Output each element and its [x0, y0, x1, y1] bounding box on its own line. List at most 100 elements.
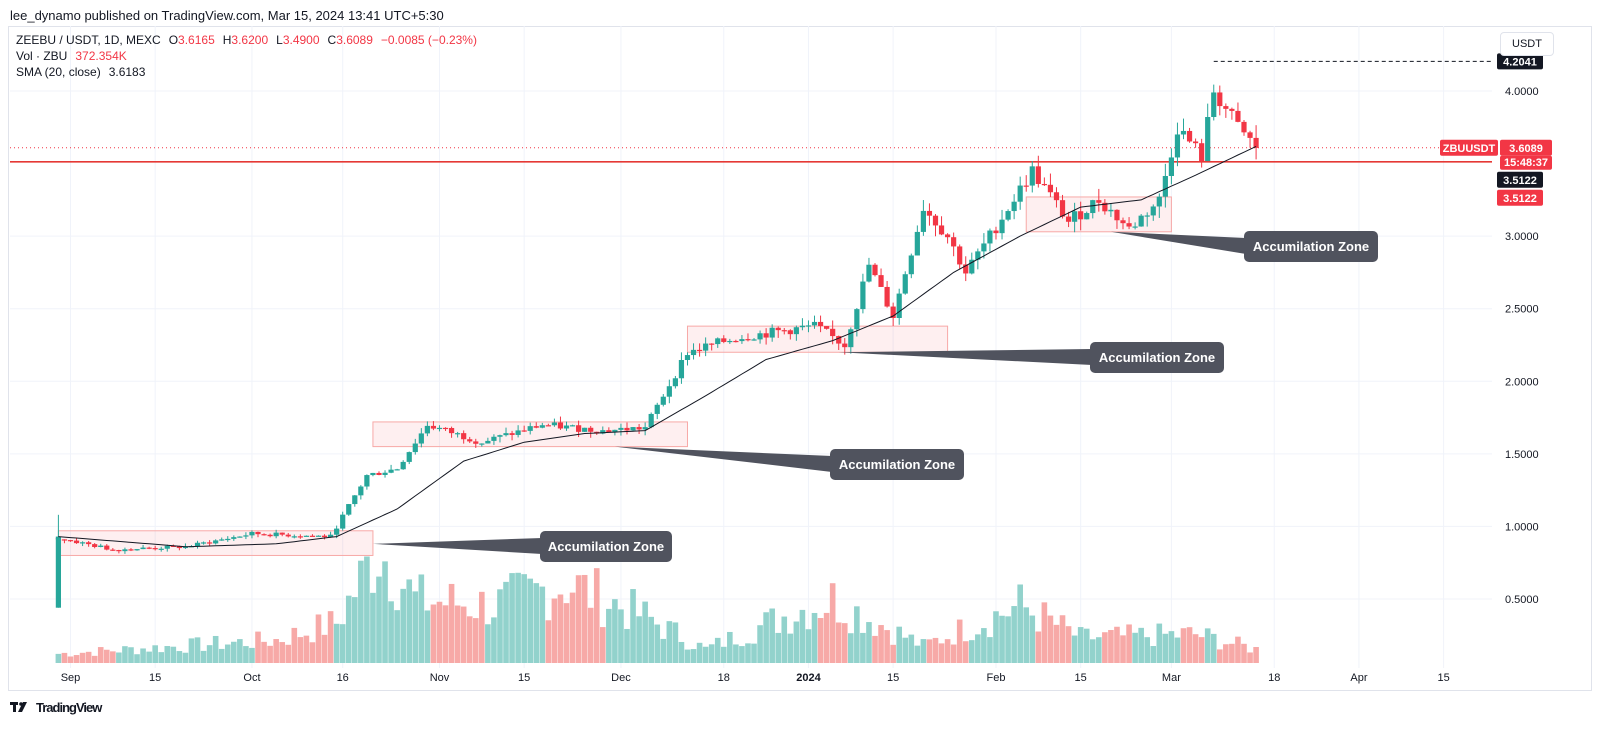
- volume-bar: [860, 632, 866, 663]
- candle-body: [1096, 200, 1102, 203]
- volume-bar: [1247, 652, 1253, 663]
- volume-bar: [817, 618, 824, 663]
- volume-bar: [1011, 606, 1017, 663]
- volume-bar: [1035, 631, 1042, 663]
- candle-body: [811, 321, 818, 326]
- callout-box: [1244, 231, 1378, 262]
- candle-body: [1035, 166, 1041, 184]
- volume-bar: [188, 638, 195, 663]
- volume-bar: [370, 592, 376, 663]
- candle-body: [793, 327, 799, 335]
- candle-body: [1217, 92, 1223, 107]
- candle-body: [902, 274, 908, 294]
- candle-body: [1156, 196, 1162, 207]
- candle-body: [461, 433, 467, 440]
- volume-bar: [1186, 627, 1193, 663]
- candle-body: [848, 329, 854, 348]
- volume-bar: [950, 644, 957, 663]
- ohlc-row: ZEEBU / USDT, 1D, MEXC O3.6165 H3.6200 L3.4…: [16, 32, 477, 48]
- x-tick-label: Nov: [430, 672, 450, 684]
- symbol-label[interactable]: ZEEBU / USDT, 1D, MEXC: [16, 33, 161, 47]
- volume-bar: [696, 642, 703, 663]
- x-tick-label: 15: [1437, 672, 1449, 684]
- candle-body: [969, 259, 975, 274]
- volume-bar: [708, 644, 715, 663]
- volume-bar: [466, 616, 473, 663]
- volume-bar: [733, 644, 739, 663]
- x-tick-label: 15: [887, 672, 899, 684]
- candle-body: [261, 534, 267, 536]
- callout-box: [540, 531, 672, 562]
- volume-bar: [975, 634, 981, 663]
- volume-label[interactable]: Vol · ZBU: [16, 49, 68, 63]
- volume-bar: [968, 640, 975, 663]
- sma-label[interactable]: SMA (20, close): [16, 65, 101, 79]
- volume-bar: [1083, 628, 1090, 663]
- volume-bar: [896, 626, 902, 663]
- volume-bar: [841, 623, 848, 663]
- volume-bar: [757, 625, 763, 663]
- candle-body: [666, 386, 672, 397]
- candle-body: [334, 528, 340, 535]
- volume-bar: [424, 610, 431, 663]
- volume-row: Vol · ZBU 372.354K: [16, 48, 477, 64]
- candle-body: [1023, 185, 1029, 187]
- accumulation-zones: [57, 196, 1172, 556]
- volume-bar: [539, 586, 546, 663]
- volume-bar: [1029, 615, 1036, 663]
- candle-body: [394, 469, 400, 471]
- candle-body: [448, 427, 455, 434]
- volume-bar: [1005, 616, 1011, 663]
- volume-bar: [394, 610, 400, 663]
- volume-bar: [358, 560, 364, 663]
- candle-body: [709, 343, 715, 345]
- candle-body: [817, 321, 824, 327]
- accumulation-zone-box: [686, 325, 949, 353]
- candle-body: [1072, 211, 1078, 222]
- volume-bar: [491, 617, 497, 663]
- volume-bar: [835, 622, 842, 663]
- volume-bar: [684, 649, 691, 663]
- tradingview-logo-icon: [10, 701, 27, 712]
- volume-bar: [999, 615, 1005, 663]
- currency-unit-button[interactable]: USDT: [1500, 32, 1554, 56]
- volume-bar: [1144, 637, 1151, 663]
- volume-bar: [581, 574, 588, 663]
- candle-body: [678, 359, 685, 379]
- volume-bar: [1120, 635, 1126, 663]
- candle-body: [442, 427, 449, 430]
- volume-bar: [351, 597, 358, 663]
- last-price-tag-bg: [1500, 139, 1552, 156]
- candle-body: [739, 339, 745, 342]
- candle-body: [158, 548, 164, 550]
- candle-body: [382, 472, 388, 475]
- candle-body: [1132, 226, 1138, 228]
- volume-bar: [600, 627, 606, 663]
- volume-bar: [1235, 636, 1241, 663]
- symbol-tag: ZBUUSDT: [1443, 143, 1496, 155]
- candle-body: [757, 333, 763, 340]
- candle-body: [993, 230, 999, 234]
- callout-label: Accumilation Zone: [548, 539, 664, 554]
- candle-body: [1211, 92, 1217, 118]
- candle-body: [86, 542, 92, 545]
- candle-body: [1120, 220, 1126, 224]
- volume-bar: [702, 646, 709, 663]
- candle-body: [557, 422, 564, 429]
- volume-bar: [848, 633, 854, 663]
- volume-bar: [618, 609, 624, 663]
- volume-bar: [509, 573, 515, 663]
- volume-bar: [321, 634, 328, 663]
- candle-body: [279, 532, 285, 535]
- x-tick-label: Dec: [611, 672, 631, 684]
- volume-bar: [364, 556, 370, 663]
- open-label: O: [168, 33, 179, 47]
- volume-bar: [128, 647, 134, 663]
- volume-bar: [418, 574, 425, 663]
- candle-body: [914, 231, 920, 256]
- volume-bar: [194, 637, 201, 663]
- volume-bar: [376, 576, 382, 663]
- volume-bar: [666, 621, 673, 663]
- candle-body: [1090, 200, 1096, 214]
